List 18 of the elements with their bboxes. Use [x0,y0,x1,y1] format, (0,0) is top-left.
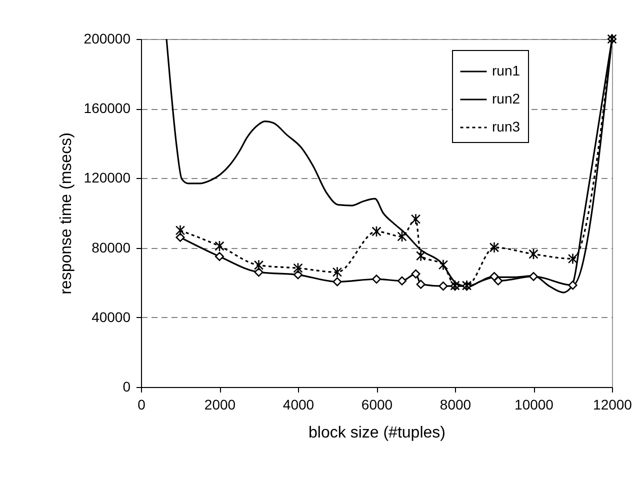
x-tick-label: 12000 [593,396,632,412]
y-tick-label: 40000 [92,308,131,325]
legend-label: run2 [492,90,520,106]
y-tick-label: 200000 [84,30,131,46]
x-tick-label: 4000 [282,396,314,412]
legend-label: run1 [492,62,520,78]
x-tick-label: 0 [138,396,146,412]
legend-label: run3 [492,118,520,134]
y-tick-label: 120000 [84,170,131,186]
y-tick-label: 80000 [92,239,131,256]
x-tick-label: 2000 [204,396,236,412]
x-tick-label: 8000 [440,396,472,412]
x-tick-label: 6000 [361,396,393,412]
y-axis-title: response time (msecs) [58,132,75,294]
y-tick-label: 160000 [84,100,131,116]
x-axis-title: block size (#tuples) [308,424,446,442]
x-tick-label: 10000 [514,396,554,412]
y-tick-label: 0 [122,378,131,394]
